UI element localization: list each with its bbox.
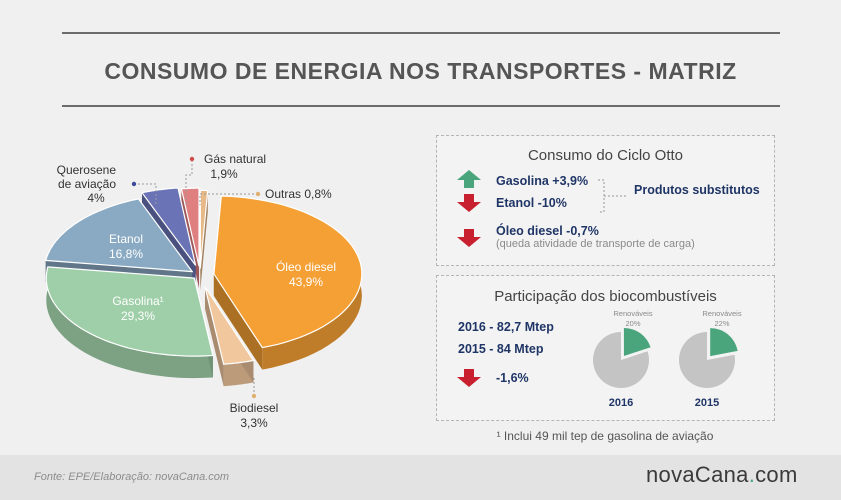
pie-inner-wall-1-1 — [205, 286, 224, 387]
ciclo-substitutos: Produtos substitutos — [634, 183, 760, 197]
label-oleo-value: 43,9% — [289, 275, 323, 289]
bio-2015: 2015 - 84 Mtep — [458, 342, 544, 356]
bio-change: -1,6% — [496, 371, 529, 385]
ciclo-diesel-note: (queda atividade de transporte de carga) — [496, 238, 695, 250]
substitutos-bracket — [598, 179, 626, 213]
pie-slice-querosene-de-avia-o — [140, 187, 197, 266]
diesel-down-arrow-icon — [457, 229, 481, 247]
pie-side-2 — [46, 266, 213, 379]
pie-slice-outras — [199, 189, 209, 269]
panel-ciclo-otto: Consumo do Ciclo Otto — [436, 135, 775, 266]
small-pies: Renováveis 20% Renováveis 22% 2016 2015 — [592, 309, 742, 409]
label-gasnat-name: Gás natural — [204, 152, 266, 166]
page-title: CONSUMO DE ENERGIA NOS TRANSPORTES - MAT… — [104, 58, 737, 84]
main-pie-chart: Óleo diesel 43,9% Gasolina¹ 29,3% Etanol… — [44, 152, 363, 430]
label-etanol-value: 16,8% — [109, 247, 143, 261]
pie-slice-etanol — [44, 198, 194, 273]
label-oleo-name: Óleo diesel — [276, 259, 336, 274]
pie-inner-wall-0-1 — [213, 273, 263, 370]
logo-text-b: com — [755, 462, 798, 487]
ciclo-etanol: Etanol -10% — [496, 196, 567, 210]
label-biodiesel-name: Biodiesel — [230, 401, 279, 415]
renov-pct-2016: 20% — [625, 319, 640, 328]
gasolina-up-arrow-icon — [457, 170, 481, 188]
ciclo-gasolina: Gasolina +3,9% — [496, 174, 589, 188]
ciclo-diesel: Óleo diesel -0,7% — [496, 224, 599, 238]
bio-title: Participação dos biocombustíveis — [494, 288, 717, 305]
leader-lines — [134, 160, 258, 395]
year-2016: 2016 — [609, 397, 633, 409]
small-pie-renovaveis-2016 — [623, 327, 651, 356]
label-biodiesel-value: 3,3% — [240, 416, 268, 430]
footnote: ¹ Inclui 49 mil tep de gasolina de aviaç… — [496, 429, 714, 443]
etanol-down-arrow-icon — [457, 194, 481, 212]
querosene-marker — [131, 181, 137, 187]
label-outras: Outras 0,8% — [265, 187, 332, 201]
pie-slice-gasolina- — [45, 266, 214, 357]
label-querosene-value: 4% — [87, 191, 105, 205]
renov-label-2016: Renováveis — [613, 309, 652, 318]
renov-pct-2015: 22% — [714, 319, 729, 328]
title-underline — [62, 105, 780, 107]
label-etanol-name: Etanol — [109, 232, 143, 246]
bio-down-arrow-icon — [457, 369, 481, 387]
label-gasnat-value: 1,9% — [210, 167, 238, 181]
novacana-logo: novaCana.com — [646, 462, 798, 488]
top-rule — [62, 32, 780, 34]
small-pie-rest-2015 — [678, 332, 735, 388]
pie-slice--leo-diesel — [213, 195, 363, 349]
small-pie-rest-2016 — [592, 332, 649, 388]
biodiesel-marker — [251, 393, 257, 399]
year-2015: 2015 — [695, 397, 719, 409]
footer-source: Fonte: EPE/Elaboração: novaCana.com — [34, 471, 230, 483]
pie-slice-g-s-natural — [180, 187, 200, 267]
outras-marker — [255, 191, 261, 197]
label-gasolina-value: 29,3% — [121, 309, 155, 323]
pie-slice-biodiesel — [204, 286, 255, 365]
footer — [0, 455, 841, 500]
ciclo-title: Consumo do Ciclo Otto — [527, 147, 684, 164]
logo-text-a: novaCana — [646, 462, 749, 487]
label-querosene-line1: Querosene — [57, 163, 117, 177]
label-gasolina-name: Gasolina¹ — [112, 294, 163, 308]
bio-2016: 2016 - 82,7 Mtep — [458, 320, 554, 334]
small-pie-renovaveis-2015 — [710, 328, 738, 357]
label-querosene-line2: de aviação — [58, 177, 116, 191]
gasnat-marker — [189, 156, 195, 162]
logo-dot: . — [748, 462, 756, 487]
renov-label-2015: Renováveis — [702, 309, 741, 318]
